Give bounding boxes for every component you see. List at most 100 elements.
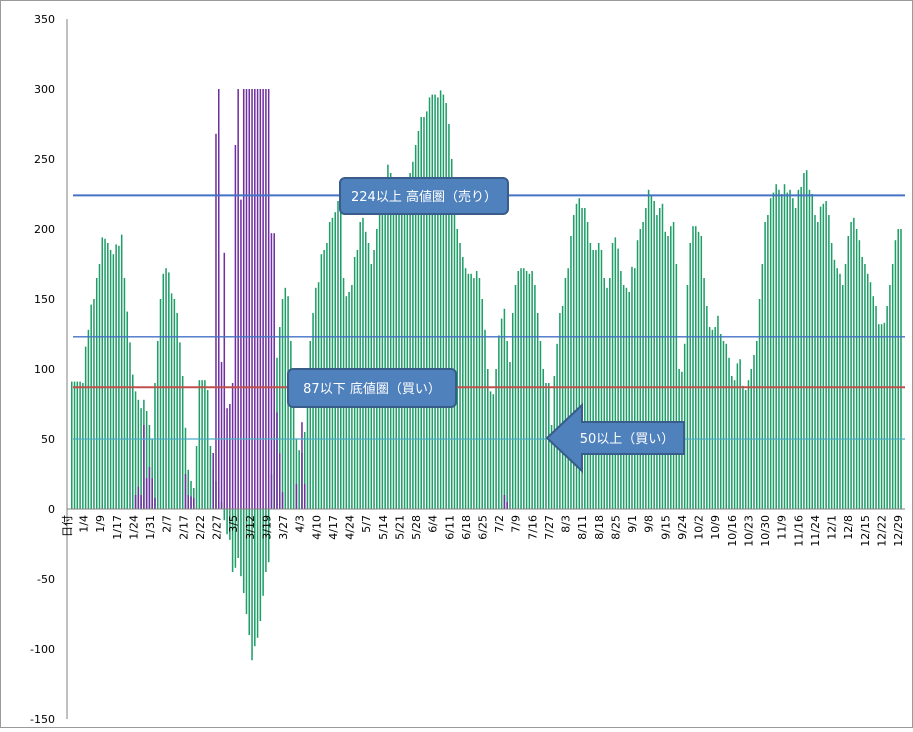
x-tick-label: 2/27 [211,515,224,540]
x-tick-label: 5/28 [410,515,423,540]
bar-green [381,194,384,509]
bar-purple [223,252,226,510]
bar-green [894,240,897,509]
bar-green [256,509,259,638]
bar-green [517,271,520,509]
bar-green [453,201,456,509]
bar-green [897,229,899,509]
bar-green [628,292,630,509]
bar-green [692,226,694,509]
bar-green [836,268,838,509]
bar-green [794,208,797,509]
bar-green [84,346,87,509]
bar-green [129,342,131,509]
x-tick-label: 7/9 [510,515,523,533]
bar-green [786,192,789,509]
bar-green [822,203,825,510]
x-tick-label: 10/23 [742,515,755,547]
bar-purple [143,425,145,509]
bar-green [392,184,395,509]
bar-green [783,184,786,509]
bar-green [334,212,336,509]
x-tick-label: 7/16 [526,515,539,540]
bar-green [184,427,187,509]
bar-green [875,306,877,509]
bar-purple [248,89,251,509]
bar-green [667,236,669,509]
bar-purple [193,497,195,509]
bar-green [284,287,287,509]
bar-green [168,272,170,509]
y-tick-label: 250 [34,153,55,166]
bar-green [484,329,486,509]
bar-purple [229,404,231,509]
bar-green [337,201,339,509]
bar-green [206,390,209,509]
bar-green [550,425,553,509]
bar-green [855,229,858,509]
bar-green [181,376,184,509]
bar-purple [267,89,270,509]
bar-green [586,222,589,509]
bar-green [140,408,142,509]
bar-purple [273,233,275,509]
bar-green [126,311,128,509]
bar-green [195,446,198,509]
x-tick-label: 1/17 [111,515,124,540]
x-tick-label: 6/11 [443,515,456,540]
bar-green [198,380,201,509]
bar-purple [256,89,259,509]
bar-green [309,341,312,509]
bar-green [245,509,248,614]
bar-green [251,509,253,661]
bar-green [711,329,714,509]
bar-green [406,178,409,509]
bar-green [733,380,736,509]
bar-green [714,327,716,509]
y-tick-label: -100 [30,643,55,656]
bar-green [467,273,470,509]
bar-purple [503,495,506,509]
bar-green [614,237,617,509]
callout-sell-zone: 224以上 高値圏（売り） [339,177,509,215]
bar-green [104,238,106,510]
bar-purple [234,145,237,509]
x-tick-label: 3/27 [277,515,290,540]
y-tick-label: 200 [34,223,55,236]
bar-green [872,296,875,509]
bar-green [187,469,190,509]
bar-green [306,376,309,509]
y-tick-label: 350 [34,13,55,26]
bar-green [703,278,705,509]
bar-green [362,217,364,510]
bar-green [359,222,361,509]
x-tick-label: 11/9 [776,515,789,540]
x-tick-label: 11/24 [809,515,822,547]
bar-green [642,222,644,509]
bar-purple [134,495,137,509]
bar-green [145,411,148,509]
series-green-bars [71,90,902,661]
bar-green [819,206,822,509]
y-tick-label: 150 [34,293,55,306]
bar-green [606,287,608,509]
x-tick-label: 12/15 [859,515,872,547]
bar-purple [295,483,298,509]
bar-purple [140,495,142,509]
bar-green [595,250,597,509]
bar-green [789,189,791,510]
bar-green [262,509,264,596]
bar-purple [506,502,508,509]
bar-green [520,268,522,509]
bar-green [841,285,844,509]
bar-green [719,334,722,509]
bar-green [162,273,165,509]
bar-green [414,145,417,509]
bar-green [814,215,816,509]
bar-green [409,173,411,509]
bar-green [506,341,508,509]
bar-purple [279,453,281,509]
x-tick-label: 6/4 [427,515,440,533]
bar-green [384,178,386,509]
